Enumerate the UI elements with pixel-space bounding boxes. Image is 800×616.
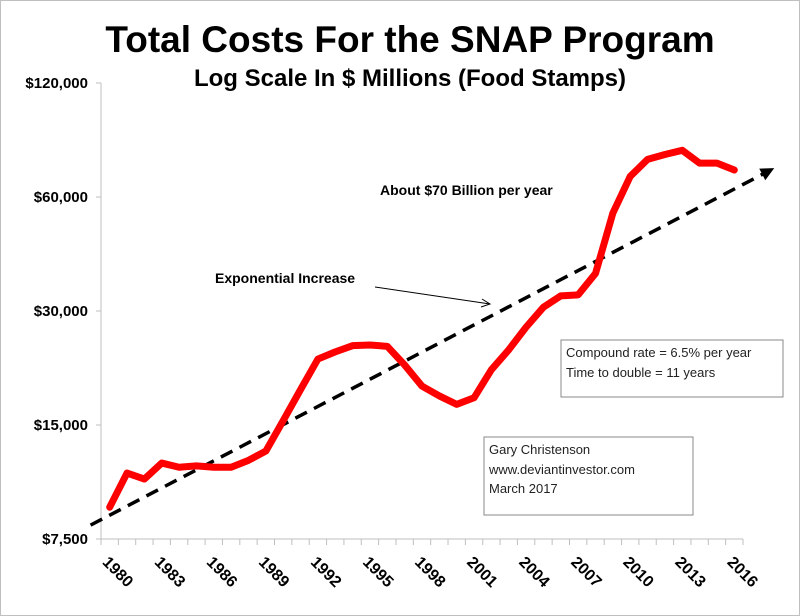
y-axis: $7,500 $15,000 $30,000 $60,000 $120,000 — [25, 75, 102, 548]
y-tick-label: $7,500 — [42, 531, 88, 548]
y-tick-label: $120,000 — [25, 75, 88, 92]
annotation-trend: Exponential Increase — [215, 270, 355, 286]
author-box: Gary Christenson www.deviantinvestor.com… — [483, 436, 694, 516]
author-name: Gary Christenson — [489, 442, 590, 457]
trend-arrowhead — [759, 168, 775, 181]
series-snap — [106, 146, 738, 511]
chart-subtitle: Log Scale In $ Millions (Food Stamps) — [194, 65, 626, 92]
rate-box: Compound rate = 6.5% per year Time to do… — [560, 339, 784, 398]
annotation-arrow — [374, 286, 492, 308]
chart-title: Total Costs For the SNAP Program — [105, 19, 714, 60]
annotation-level: About $70 Billion per year — [380, 182, 553, 198]
rate-box-line: Time to double = 11 years — [566, 365, 716, 380]
y-tick-label: $60,000 — [34, 189, 88, 206]
y-tick-label: $30,000 — [34, 303, 88, 320]
author-date: March 2017 — [489, 481, 558, 496]
y-tick-label: $15,000 — [34, 417, 88, 434]
rate-box-line: Compound rate = 6.5% per year — [566, 345, 752, 360]
author-website: www.deviantinvestor.com — [488, 462, 635, 477]
